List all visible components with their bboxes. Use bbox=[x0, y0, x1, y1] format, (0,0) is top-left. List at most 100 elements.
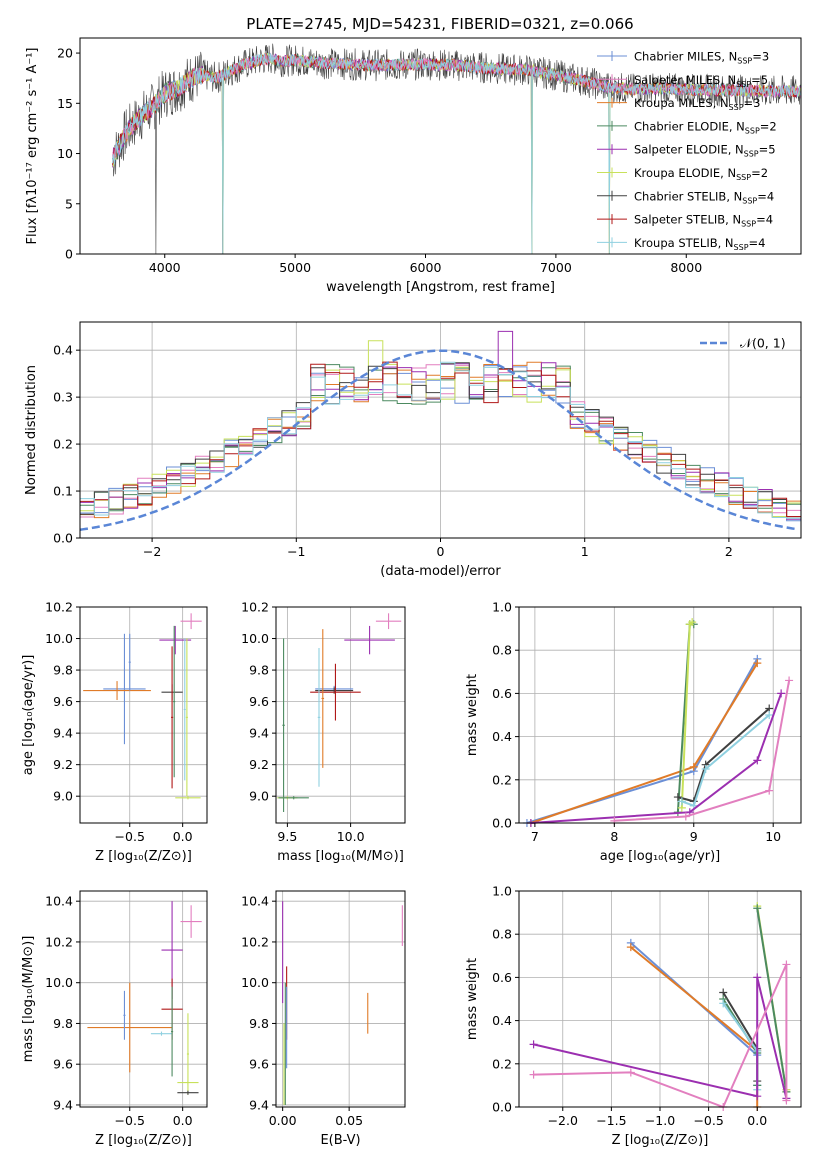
y-tick-label: 0.8 bbox=[492, 643, 512, 658]
x-tick-label: −2 bbox=[143, 544, 161, 559]
y-tick-label: 0.1 bbox=[53, 484, 73, 499]
x-tick-label: 8000 bbox=[670, 260, 702, 275]
y-tick-label: 0.4 bbox=[492, 1013, 512, 1028]
x-tick-label: −0.5 bbox=[693, 1113, 723, 1128]
x-tick-label: −1.0 bbox=[645, 1113, 675, 1128]
y-tick-label: 20 bbox=[57, 46, 73, 61]
legend-label: Chabrier STELIB, NSSP=4 bbox=[634, 189, 774, 205]
x-axis-label: age [log₁₀(age/yr)] bbox=[600, 849, 721, 864]
y-axis-label: mass [log₁₀(M/M⊙)] bbox=[21, 936, 36, 1063]
y-tick-label: 0.6 bbox=[492, 970, 512, 985]
weight-marker bbox=[777, 689, 786, 698]
x-tick-label: 10 bbox=[765, 829, 781, 844]
y-axis-label: mass weight bbox=[465, 958, 480, 1040]
weight-marker bbox=[753, 904, 762, 913]
x-tick-label: −0.5 bbox=[115, 1113, 145, 1128]
weight-series bbox=[533, 977, 788, 1099]
axes-frame bbox=[275, 890, 406, 1108]
x-tick-label: −2.0 bbox=[548, 1113, 578, 1128]
weight-marker bbox=[529, 1040, 538, 1049]
panel-ebv-vs-mass: 0.00 0.05 9.4 9.6 9.8 10.0 10.2 10.4 E(B-V) bbox=[241, 890, 406, 1148]
weight-marker bbox=[701, 765, 710, 773]
y-tick-label: 9.2 bbox=[249, 757, 269, 772]
x-tick-label: 9.5 bbox=[277, 829, 297, 844]
y-tick-label: 9.8 bbox=[249, 1016, 269, 1031]
weight-series bbox=[756, 908, 788, 1093]
y-tick-label: 0.2 bbox=[53, 437, 73, 452]
y-axis-label: mass weight bbox=[465, 674, 480, 756]
x-axis-label: (data-model)/error bbox=[380, 564, 501, 579]
y-tick-label: 9.8 bbox=[53, 663, 73, 678]
x-axis-label: Z [log₁₀(Z/Z⊙)] bbox=[95, 849, 192, 864]
y-axis-label: age [log₁₀(age/yr)] bbox=[21, 655, 36, 776]
legend-label: Salpeter ELODIE, NSSP=5 bbox=[634, 143, 776, 159]
y-tick-label: 9.8 bbox=[249, 663, 269, 678]
legend: 𝒩(0, 1) bbox=[700, 336, 786, 351]
y-tick-label: 0.0 bbox=[492, 816, 512, 831]
plot-area bbox=[87, 901, 202, 1095]
weight-marker bbox=[785, 676, 794, 685]
weight-series bbox=[530, 693, 783, 824]
x-tick-label: 0.0 bbox=[173, 1113, 193, 1128]
plot-area bbox=[83, 613, 202, 800]
weight-marker bbox=[529, 1070, 538, 1079]
x-tick-label: 10.0 bbox=[337, 829, 365, 844]
weight-marker bbox=[719, 999, 728, 1008]
axes-frame bbox=[79, 606, 208, 824]
x-tick-label: 7 bbox=[531, 829, 539, 844]
y-tick-label: 1.0 bbox=[492, 600, 512, 615]
y-tick-label: 10.2 bbox=[45, 600, 73, 615]
weight-marker bbox=[689, 762, 698, 771]
weight-series bbox=[630, 946, 759, 1107]
weight-marker bbox=[782, 960, 791, 969]
y-tick-label: 0.8 bbox=[492, 927, 512, 942]
y-tick-label: 1.0 bbox=[492, 884, 512, 899]
y-tick-label: 0.2 bbox=[492, 772, 512, 787]
y-tick-label: 0.4 bbox=[53, 343, 73, 358]
x-tick-label: 5000 bbox=[279, 260, 311, 275]
y-tick-label: 10.2 bbox=[241, 934, 269, 949]
weight-series bbox=[530, 662, 759, 824]
y-tick-label: 0.3 bbox=[53, 390, 73, 405]
x-axis-label: Z [log₁₀(Z/Z⊙)] bbox=[95, 1133, 192, 1148]
x-tick-label: 9 bbox=[690, 829, 698, 844]
panel-z-vs-age: −0.5 0.0 9.0 9.2 9.4 9.6 9.8 10.0 10.2 Z [log₁₀(Z… bbox=[21, 600, 208, 864]
weight-marker bbox=[753, 973, 762, 982]
y-tick-label: 10.0 bbox=[45, 631, 73, 646]
y-tick-label: 10.4 bbox=[45, 894, 73, 909]
x-tick-label: 7000 bbox=[540, 260, 572, 275]
x-axis-label: mass [log₁₀(M/M⊙)] bbox=[277, 849, 404, 864]
weight-marker bbox=[753, 1092, 762, 1101]
y-tick-label: 0.2 bbox=[492, 1056, 512, 1071]
y-tick-label: 0.6 bbox=[492, 686, 512, 701]
legend-label: Salpeter MILES, NSSP=5 bbox=[634, 73, 768, 89]
y-tick-label: 0.0 bbox=[492, 1100, 512, 1115]
y-tick-label: 10.2 bbox=[241, 600, 269, 615]
x-tick-label: 0.0 bbox=[747, 1113, 767, 1128]
y-axis-label: Normed distribution bbox=[24, 365, 39, 495]
weight-series bbox=[681, 714, 770, 807]
x-tick-label: 4000 bbox=[149, 260, 181, 275]
y-tick-label: 9.6 bbox=[249, 694, 269, 709]
y-tick-label: 9.4 bbox=[249, 1097, 269, 1112]
y-tick-label: 10 bbox=[57, 146, 73, 161]
x-tick-label: 6000 bbox=[410, 260, 442, 275]
x-tick-label: 0.05 bbox=[335, 1113, 363, 1128]
panel-z-vs-massweight: −2.0 −1.5 −1.0 −0.5 0.0 0.0 0.2 0.4 0.6 0.8 1.0 Z [… bbox=[465, 884, 802, 1148]
y-tick-label: 9.8 bbox=[53, 1016, 73, 1031]
figure-title: PLATE=2745, MJD=54231, FIBERID=0321, z=0… bbox=[246, 15, 633, 33]
x-axis-label: wavelength [Angstrom, rest frame] bbox=[326, 280, 555, 295]
normal-curve bbox=[80, 349, 799, 532]
axes-frame bbox=[79, 37, 802, 255]
y-tick-label: 9.4 bbox=[249, 726, 269, 741]
y-tick-label: 10.2 bbox=[45, 934, 73, 949]
legend-label: 𝒩(0, 1) bbox=[740, 336, 786, 351]
panel-residuals: −2 −1 0 1 2 0.0 0.1 0.2 0.3 0.4 (data-model)/error… bbox=[24, 321, 802, 579]
x-tick-label: −1 bbox=[287, 544, 305, 559]
y-axis-label: Flux [fλ10⁻¹⁷ erg cm⁻² s⁻¹ A⁻¹] bbox=[25, 48, 40, 245]
legend-label: Salpeter STELIB, NSSP=4 bbox=[634, 213, 773, 229]
axes-frame bbox=[275, 606, 406, 824]
y-tick-label: 10.4 bbox=[241, 894, 269, 909]
weight-series bbox=[614, 680, 791, 822]
legend: Chabrier MILES, NSSP=3 Salpeter MILES, NS… bbox=[597, 50, 777, 252]
